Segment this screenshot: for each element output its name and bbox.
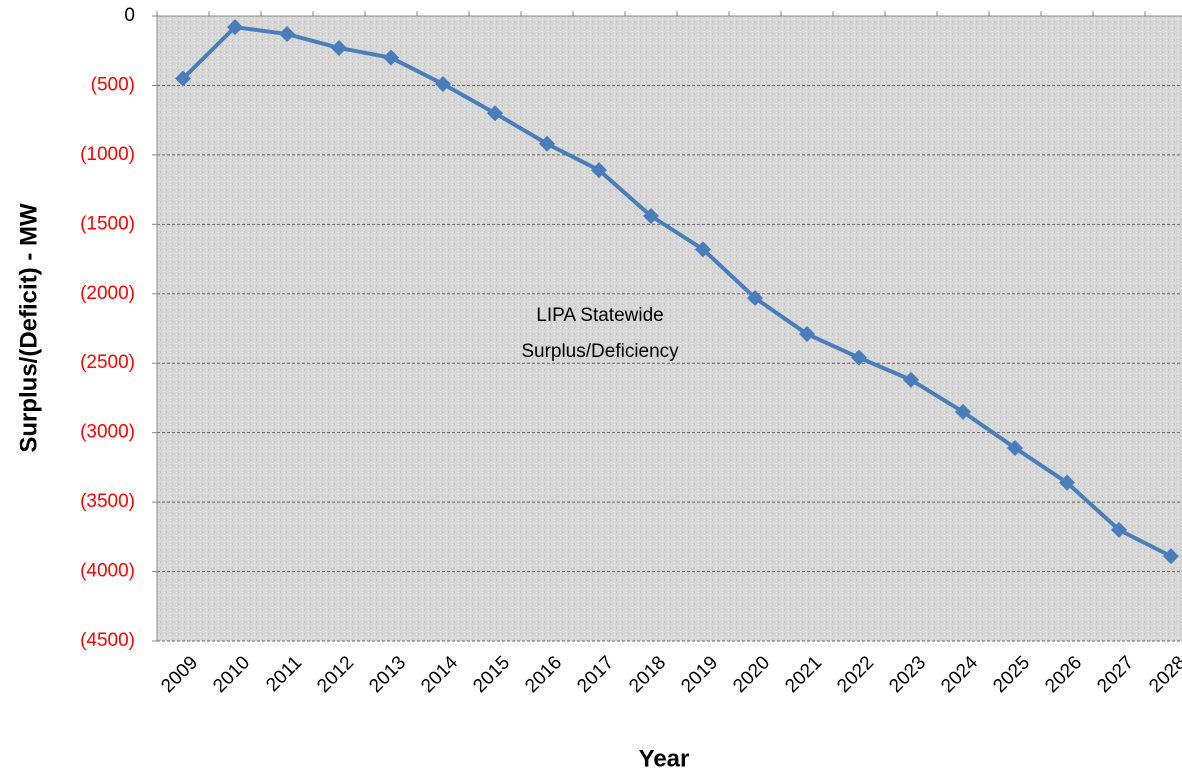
x-tick-label: 2018 — [625, 652, 670, 697]
x-tick-label: 2028 — [1145, 652, 1182, 697]
series-line — [181, 25, 1172, 559]
x-tick-label: 2010 — [209, 652, 254, 697]
plot-area — [157, 16, 1182, 641]
marker — [279, 26, 295, 43]
marker — [1007, 439, 1023, 456]
x-tick-label: 2020 — [729, 652, 774, 697]
marker — [747, 289, 763, 306]
marker — [1059, 474, 1075, 491]
marker — [1163, 548, 1179, 565]
y-tick-label: (1500) — [80, 213, 135, 234]
x-tick-label: 2021 — [781, 652, 826, 697]
x-tick-label: 2009 — [157, 652, 202, 697]
marker — [227, 19, 243, 36]
x-tick-label: 2012 — [313, 652, 358, 697]
x-tick-label: 2016 — [521, 652, 566, 697]
x-tick-label: 2022 — [833, 652, 878, 697]
y-tick-label: (2000) — [80, 283, 135, 304]
annotation: LIPA Statewide — [536, 305, 663, 326]
y-tick-label: (3500) — [80, 491, 135, 512]
marker — [799, 326, 815, 343]
marker — [175, 70, 191, 87]
x-tick-label: 2015 — [469, 652, 514, 697]
x-tick-label: 2013 — [365, 652, 410, 697]
marker — [331, 39, 347, 56]
marker — [487, 105, 503, 122]
marker — [435, 76, 451, 93]
y-tick-label: (1000) — [80, 144, 135, 165]
marker — [591, 162, 607, 179]
marker — [1111, 521, 1127, 538]
x-tick-label: 2027 — [1093, 652, 1138, 697]
marker — [695, 241, 711, 258]
y-tick-label: 0 — [124, 5, 135, 26]
x-tick-label: 2026 — [1041, 652, 1086, 697]
marker — [955, 403, 971, 420]
marker — [851, 349, 867, 366]
marker — [903, 371, 919, 388]
marker — [643, 208, 659, 224]
x-tick-label: 2019 — [677, 652, 722, 697]
y-tick-label: (500) — [91, 74, 135, 95]
y-tick-label: (4500) — [80, 630, 135, 651]
annotation: Surplus/Deficiency — [521, 341, 679, 362]
x-tick-label: 2024 — [937, 652, 982, 697]
y-tick-label: (4000) — [80, 561, 135, 582]
y-tick-label: (2500) — [80, 352, 135, 373]
x-tick-label: 2017 — [573, 652, 618, 697]
x-tick-label: 2025 — [989, 652, 1034, 697]
marker — [539, 135, 555, 152]
y-tick-label: (3000) — [80, 422, 135, 443]
x-tick-label: 2011 — [262, 652, 306, 696]
marker — [383, 49, 399, 66]
x-tick-label: 2023 — [885, 652, 930, 697]
y-axis-label: Surplus/(Deficit) - MW — [15, 203, 42, 453]
x-axis-label: Year — [639, 745, 690, 772]
x-tick-label: 2014 — [417, 652, 462, 697]
